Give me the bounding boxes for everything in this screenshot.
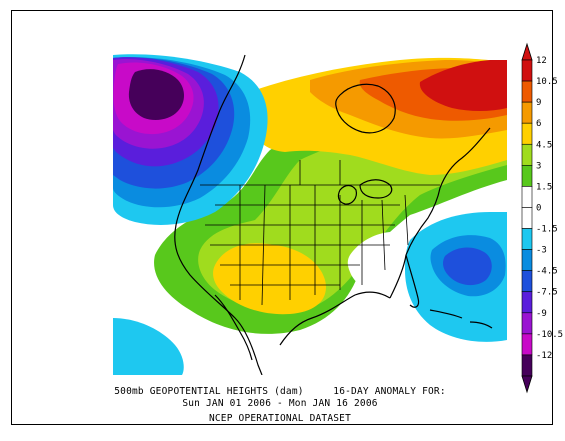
caption-line-3: NCEP OPERATIONAL DATASET [208,413,352,424]
colorbar-top-arrow [521,42,533,61]
colorbar-swatch [521,59,533,82]
caption-line-1: 500mb GEOPOTENTIAL HEIGHTS (dam) 16-DAY … [114,386,446,397]
anomaly-min-northwest [128,69,184,120]
colorbar-swatch [521,165,533,187]
colorbar-swatch [521,80,533,103]
colorbar-tick-label: 0 [536,203,541,213]
colorbar-swatch [521,291,533,314]
colorbar-swatch [521,186,533,208]
colorbar-tick-label: -4.5 [536,267,558,277]
colorbar-swatch [521,333,533,356]
caption-line-2: Sun JAN 01 2006 - Mon JAN 16 2006 [182,398,378,409]
colorbar-tick-label: 6 [536,119,541,129]
colorbar-swatch [521,122,533,145]
coastline-outline [174,54,493,375]
colorbar-swatch [521,228,533,250]
political-boundaries [200,160,440,306]
colorbar-tick-label: 9 [536,98,541,108]
figure-border [11,10,553,425]
colorbar-tick-label: 4.5 [536,140,552,150]
anomaly-yellow-southwest [213,243,326,315]
colorbar-swatch [521,312,533,335]
colorbar-tick-label: -12 [536,351,552,361]
anomaly-field [113,54,507,375]
colorbar-tick-label: -1.5 [536,225,558,235]
colorbar-bottom-arrow [521,375,533,394]
colorbar-tick-label: -7.5 [536,288,558,298]
colorbar-swatch [521,101,533,124]
colorbar-tick-label: -9 [536,309,547,319]
colorbar-tick-label: -10.5 [536,330,563,340]
colorbar-swatch [521,249,533,271]
colorbar-swatch [521,143,533,166]
anomaly-cyan-pacific [113,318,184,375]
colorbar-tick-label: 3 [536,161,541,171]
anomaly-red-max [419,60,507,111]
colorbar-swatch [521,207,533,229]
colorbar-swatch [521,354,533,377]
colorbar: 12 10.5 9 6 4.5 3 1.5 0 -1.5 -3 -4.5 -7.5 -9 -10.5 -12 [521,42,563,394]
colorbar-swatch [521,270,533,293]
colorbar-tick-label: 1.5 [536,182,552,192]
colorbar-tick-label: 12 [536,56,547,66]
anomaly-darkblue-atlantic [443,247,492,286]
colorbar-tick-label: 10.5 [536,77,558,87]
colorbar-tick-label: -3 [536,246,547,256]
